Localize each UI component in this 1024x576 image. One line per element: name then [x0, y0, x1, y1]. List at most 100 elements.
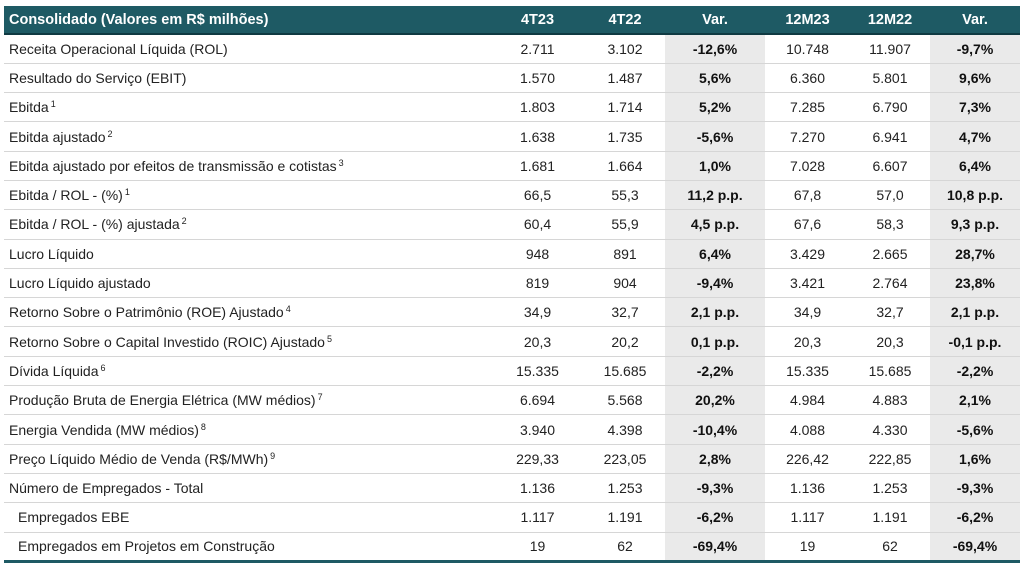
cell-var-quarter: -2,2% [665, 356, 765, 387]
table-row: Lucro Líquido ajustado 819 904 -9,4% 3.421 2.… [4, 268, 1020, 299]
table-row: Receita Operacional Líquida (ROL) 2.711 3.… [4, 34, 1020, 64]
cell-4t23: 1.136 [490, 473, 585, 504]
cell-var-annual: 4,7% [930, 121, 1020, 152]
row-label-cell: Dívida Líquida 6 [4, 356, 490, 387]
row-label-cell: Receita Operacional Líquida (ROL) [4, 34, 490, 64]
cell-var-annual: 9,3 p.p. [930, 209, 1020, 240]
cell-var-annual: -69,4% [930, 532, 1020, 563]
cell-var-annual: -6,2% [930, 502, 1020, 533]
footnote-marker: 1 [124, 187, 130, 198]
cell-var-annual: 1,6% [930, 444, 1020, 474]
table-header-row: Consolidado (Valores em R$ milhões) 4T23… [4, 6, 1020, 35]
cell-12m23: 20,3 [765, 326, 850, 357]
footnote-marker: 6 [100, 362, 106, 373]
row-label: Energia Vendida (MW médios) [9, 421, 199, 438]
cell-12m22: 57,0 [850, 180, 930, 211]
cell-var-quarter: -10,4% [665, 414, 765, 445]
cell-12m23: 7.028 [765, 151, 850, 181]
cell-var-annual: -9,7% [930, 34, 1020, 64]
cell-12m23: 1.136 [765, 473, 850, 504]
cell-var-quarter: 20,2% [665, 385, 765, 416]
cell-12m22: 62 [850, 532, 930, 563]
table-row: Lucro Líquido 948 891 6,4% 3.429 2.665 28,7% [4, 239, 1020, 269]
header-var-quarter: Var. [665, 6, 765, 35]
cell-12m23: 4.984 [765, 385, 850, 416]
cell-12m23: 15.335 [765, 356, 850, 387]
table-row: Retorno Sobre o Patrimônio (ROE) Ajustad… [4, 297, 1020, 328]
row-label-cell: Lucro Líquido [4, 239, 490, 269]
cell-4t23: 1.117 [490, 502, 585, 533]
cell-var-quarter: 2,1 p.p. [665, 297, 765, 328]
row-label-cell: Ebitda / ROL - (%) 1 [4, 180, 490, 211]
table-row: Ebitda ajustado por efeitos de transmiss… [4, 151, 1020, 181]
cell-4t23: 819 [490, 268, 585, 299]
cell-12m23: 226,42 [765, 444, 850, 474]
row-label: Número de Empregados - Total [9, 480, 204, 497]
footnote-marker: 7 [317, 392, 323, 403]
cell-var-annual: 7,3% [930, 92, 1020, 123]
cell-var-annual: 6,4% [930, 151, 1020, 181]
cell-var-annual: -2,2% [930, 356, 1020, 387]
cell-4t22: 1.191 [585, 502, 665, 533]
footnote-marker: 4 [285, 304, 291, 315]
row-label-cell: Ebitda / ROL - (%) ajustada 2 [4, 209, 490, 240]
row-label-cell: Retorno Sobre o Capital Investido (ROIC)… [4, 326, 490, 357]
cell-var-quarter: 6,4% [665, 239, 765, 269]
cell-4t23: 1.681 [490, 151, 585, 181]
cell-4t23: 60,4 [490, 209, 585, 240]
row-label-cell: Ebitda ajustado 2 [4, 121, 490, 152]
cell-12m22: 6.790 [850, 92, 930, 123]
footnote-marker: 2 [107, 128, 113, 139]
row-label: Ebitda / ROL - (%) ajustada [9, 216, 180, 233]
row-label-cell: Preço Líquido Médio de Venda (R$/MWh) 9 [4, 444, 490, 474]
table-row: Resultado do Serviço (EBIT) 1.570 1.487 5,6… [4, 63, 1020, 94]
cell-4t22: 1.253 [585, 473, 665, 504]
row-label: Retorno Sobre o Patrimônio (ROE) Ajustad… [9, 304, 284, 321]
cell-4t23: 19 [490, 532, 585, 563]
cell-var-quarter: 11,2 p.p. [665, 180, 765, 211]
cell-12m22: 6.607 [850, 151, 930, 181]
row-label: Empregados EBE [18, 509, 130, 526]
row-label: Preço Líquido Médio de Venda (R$/MWh) [9, 450, 269, 467]
cell-12m23: 6.360 [765, 63, 850, 94]
header-consolidado: Consolidado (Valores em R$ milhões) [4, 6, 490, 35]
row-label: Lucro Líquido [9, 245, 94, 262]
footnote-marker: 1 [50, 99, 56, 110]
cell-var-annual: 10,8 p.p. [930, 180, 1020, 211]
row-label: Receita Operacional Líquida (ROL) [9, 40, 228, 57]
cell-4t22: 55,9 [585, 209, 665, 240]
cell-var-annual: 23,8% [930, 268, 1020, 299]
cell-var-quarter: 5,2% [665, 92, 765, 123]
cell-12m23: 7.270 [765, 121, 850, 152]
row-label-cell: Lucro Líquido ajustado [4, 268, 490, 299]
cell-var-quarter: -9,3% [665, 473, 765, 504]
cell-4t23: 948 [490, 239, 585, 269]
row-label-cell: Retorno Sobre o Patrimônio (ROE) Ajustad… [4, 297, 490, 328]
table-row: Ebitda / ROL - (%) 1 66,5 55,3 11,2 p.p. 67,8… [4, 180, 1020, 211]
table-row: Retorno Sobre o Capital Investido (ROIC)… [4, 326, 1020, 357]
financial-summary-table: Consolidado (Valores em R$ milhões) 4T23… [4, 6, 1020, 563]
cell-var-annual: 2,1% [930, 385, 1020, 416]
cell-4t22: 1.664 [585, 151, 665, 181]
cell-12m22: 15.685 [850, 356, 930, 387]
header-12m23: 12M23 [765, 6, 850, 35]
cell-12m22: 5.801 [850, 63, 930, 94]
row-label-cell: Resultado do Serviço (EBIT) [4, 63, 490, 94]
table-row: Ebitda / ROL - (%) ajustada 2 60,4 55,9 4,5 … [4, 209, 1020, 240]
footnote-marker: 8 [200, 421, 206, 432]
table-row: Dívida Líquida 6 15.335 15.685 -2,2% 15.335 15… [4, 356, 1020, 387]
cell-var-annual: -9,3% [930, 473, 1020, 504]
cell-12m22: 2.665 [850, 239, 930, 269]
cell-12m22: 4.330 [850, 414, 930, 445]
cell-var-quarter: -12,6% [665, 34, 765, 64]
table-row: Ebitda 1 1.803 1.714 5,2% 7.285 6.790 7,3% [4, 92, 1020, 123]
row-label-cell: Energia Vendida (MW médios) 8 [4, 414, 490, 445]
cell-var-quarter: 5,6% [665, 63, 765, 94]
cell-12m23: 4.088 [765, 414, 850, 445]
cell-12m22: 4.883 [850, 385, 930, 416]
cell-12m22: 6.941 [850, 121, 930, 152]
cell-12m22: 1.191 [850, 502, 930, 533]
cell-12m23: 67,8 [765, 180, 850, 211]
cell-4t22: 55,3 [585, 180, 665, 211]
cell-4t23: 15.335 [490, 356, 585, 387]
